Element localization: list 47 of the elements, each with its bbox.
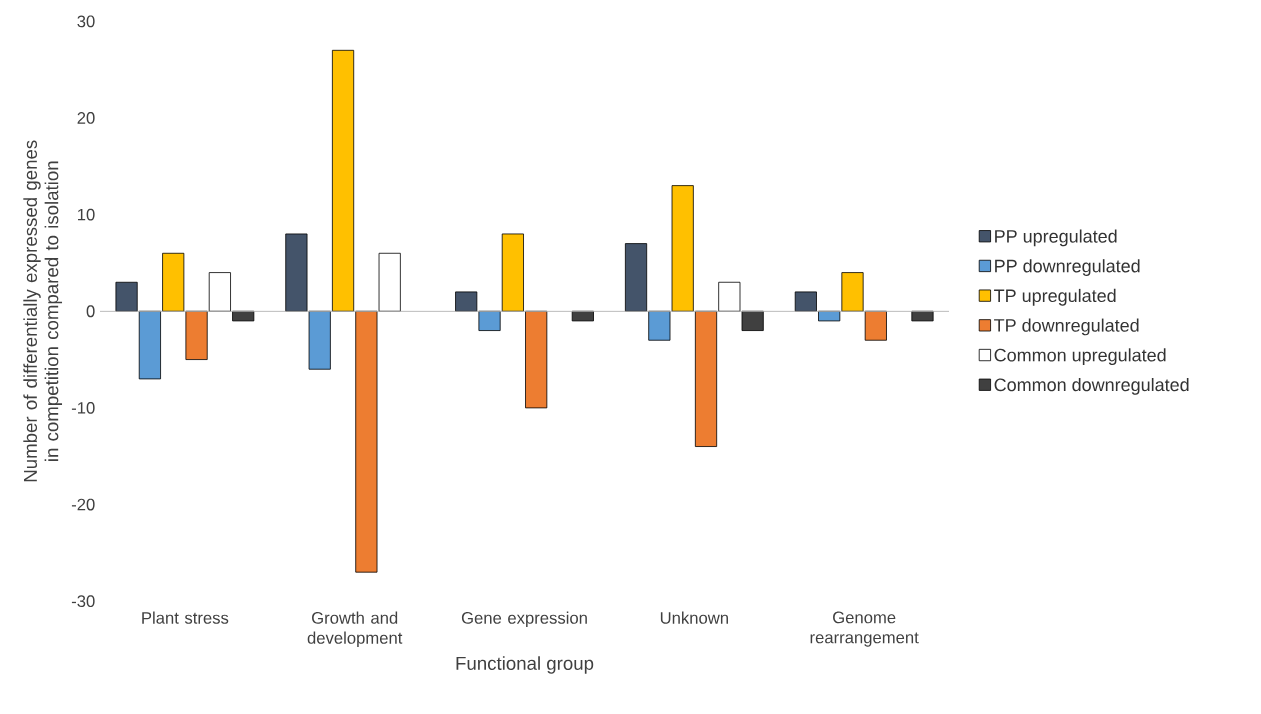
bar: [718, 281, 741, 312]
y-tick-label: 30: [77, 15, 95, 27]
legend-label: Common upregulated: [994, 348, 1166, 365]
legend-label: Common downregulated: [994, 377, 1189, 395]
bar: [162, 252, 185, 312]
y-tick-label: -30: [71, 595, 95, 607]
bar: [501, 233, 524, 312]
bar: [285, 233, 308, 312]
bar: [841, 271, 864, 312]
bar: [671, 184, 694, 312]
bar: [794, 291, 817, 312]
legend-label: PP downregulated: [995, 258, 1140, 276]
x-tick-label: Genome rearrangement: [810, 611, 919, 647]
y-tick-label: 20: [77, 111, 95, 124]
y-tick-label: -10: [71, 401, 95, 414]
x-tick-label: Unknown: [660, 611, 728, 624]
bar: [138, 310, 161, 380]
bar: [232, 310, 255, 322]
bar: [455, 291, 478, 312]
bar: [331, 49, 355, 312]
bar: [648, 310, 671, 341]
bar: [694, 310, 718, 447]
legend-label: TP upregulated: [994, 288, 1116, 306]
y-tick-label: 10: [78, 208, 95, 221]
bar: [571, 310, 594, 322]
legend-label: PP upregulated: [995, 229, 1117, 247]
bar: [185, 310, 208, 360]
x-tick-label: Plant stress: [142, 611, 229, 624]
y-tick-label: -20: [71, 498, 95, 511]
bar: [741, 310, 764, 331]
bar: [115, 281, 138, 312]
legend-label: TP downregulated: [994, 318, 1139, 336]
bar: [525, 310, 548, 409]
y-tick-label: 0: [86, 305, 95, 317]
bar: [624, 242, 648, 312]
x-tick-label: Gene expression: [461, 611, 587, 627]
x-axis-title: Functional group: [456, 656, 594, 674]
bar: [864, 310, 887, 341]
bar: [911, 310, 934, 322]
bar: [818, 310, 841, 322]
bar: [478, 310, 501, 331]
bar: [208, 271, 231, 312]
x-tick-label: Growth and development: [307, 611, 403, 647]
bar: [378, 252, 401, 312]
bar: [355, 310, 378, 573]
bar: [308, 310, 331, 370]
y-axis-title: Number of differentially expressed genes in competition compared to isolation: [23, 140, 63, 481]
